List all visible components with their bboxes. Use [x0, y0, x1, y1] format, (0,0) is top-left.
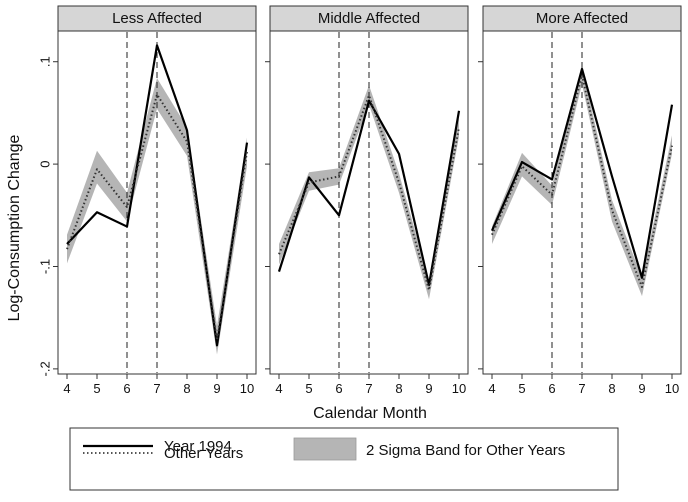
x-tick-label: 8	[183, 381, 190, 396]
x-tick-label: 4	[488, 381, 495, 396]
x-tick-label: 4	[275, 381, 282, 396]
y-tick-label: -.1	[38, 259, 53, 274]
panel-title: Less Affected	[112, 10, 202, 27]
x-tick-label: 7	[578, 381, 585, 396]
series-year-1994	[490, 67, 674, 279]
x-tick-label: 4	[63, 381, 70, 396]
sigma-band	[279, 85, 459, 300]
x-tick-label: 10	[240, 381, 254, 396]
series-other-years	[491, 74, 673, 288]
panel-strip	[57, 5, 257, 32]
panel-2: Middle Affected 4 5 6 7 8 9 10	[265, 5, 469, 396]
legend-label-year-1994: Year 1994	[164, 438, 232, 455]
y-tick-label: -.2	[38, 361, 53, 376]
x-tick-label: 5	[93, 381, 100, 396]
x-tick-label: 6	[548, 381, 555, 396]
x-tick-label: 6	[123, 381, 130, 396]
x-tick-label: 6	[335, 381, 342, 396]
x-tick-label: 9	[213, 381, 220, 396]
panel-3: More Affected 4 5 6 7 8 9 10	[478, 5, 682, 396]
series-year-1994	[66, 44, 249, 347]
panel-strip	[269, 5, 469, 32]
x-tick-label: 9	[638, 381, 645, 396]
panel-1: Less Affected 4 5 6 7 8 9 10 .1 0 -.1 -.2	[38, 5, 257, 396]
x-axis-title: Calendar Month	[313, 405, 427, 422]
x-tick-label: 8	[608, 381, 615, 396]
series-year-1994	[277, 99, 461, 287]
x-tick-label: 5	[305, 381, 312, 396]
y-axis-title: Log-Consumption Change	[6, 135, 23, 322]
legend-key-sigma-band	[293, 437, 357, 461]
panel-title: More Affected	[536, 10, 628, 27]
y-tick-label: 0	[38, 160, 53, 167]
panels: Less Affected 4 5 6 7 8 9 10 .1 0 -.1 -.2 Middle Aff…	[38, 5, 682, 396]
x-tick-label: 10	[665, 381, 679, 396]
series-other-years	[66, 93, 248, 342]
x-tick-label: 10	[452, 381, 466, 396]
legend-label-other-years: Other Years	[164, 445, 243, 462]
legend: Year 1994 2 Sigma Band for Other Years O…	[69, 427, 619, 491]
panel-strip	[482, 5, 682, 32]
panel-title: Middle Affected	[318, 10, 420, 27]
x-tick-label: 7	[153, 381, 160, 396]
x-tick-label: 5	[518, 381, 525, 396]
legend-label-sigma-band: 2 Sigma Band for Other Years	[366, 442, 565, 459]
sigma-band	[492, 65, 672, 297]
x-tick-label: 9	[425, 381, 432, 396]
x-tick-label: 7	[365, 381, 372, 396]
y-tick-label: .1	[38, 56, 53, 67]
x-tick-label: 8	[395, 381, 402, 396]
